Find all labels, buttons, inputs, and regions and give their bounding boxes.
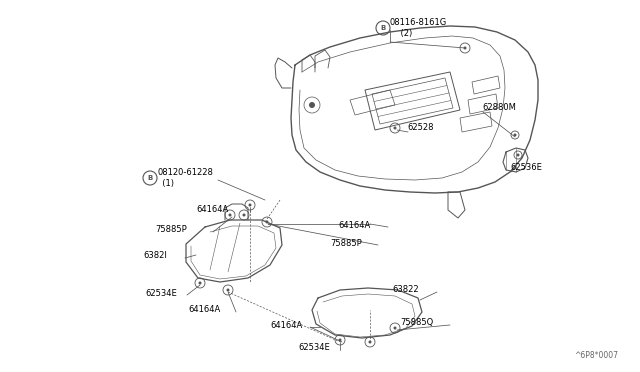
Text: 75885P: 75885P xyxy=(330,238,362,247)
Text: 62536E: 62536E xyxy=(510,164,542,173)
Text: 62528: 62528 xyxy=(407,124,433,132)
Text: 08116-8161G
    (2): 08116-8161G (2) xyxy=(390,18,447,38)
Circle shape xyxy=(513,134,516,137)
Text: 64164A: 64164A xyxy=(196,205,228,215)
Text: B: B xyxy=(147,175,152,181)
Circle shape xyxy=(228,214,232,217)
Text: 6382I: 6382I xyxy=(143,250,167,260)
Text: 64164A: 64164A xyxy=(270,321,302,330)
Text: 62534E: 62534E xyxy=(145,289,177,298)
Text: 63822: 63822 xyxy=(392,285,419,295)
Text: 75885P: 75885P xyxy=(155,225,187,234)
Text: 64164A: 64164A xyxy=(188,305,220,314)
Circle shape xyxy=(227,289,230,292)
Text: 75885Q: 75885Q xyxy=(400,318,433,327)
Circle shape xyxy=(309,102,315,108)
Text: ^6P8*0007: ^6P8*0007 xyxy=(574,351,618,360)
Circle shape xyxy=(339,339,342,341)
Circle shape xyxy=(394,126,397,129)
Circle shape xyxy=(516,154,520,157)
Circle shape xyxy=(243,214,246,217)
Circle shape xyxy=(266,221,269,224)
Circle shape xyxy=(463,46,467,49)
Text: 62534E: 62534E xyxy=(298,343,330,353)
Text: 62880M: 62880M xyxy=(482,103,516,112)
Text: 64164A: 64164A xyxy=(338,221,371,230)
Circle shape xyxy=(198,282,202,285)
Circle shape xyxy=(248,203,252,206)
Circle shape xyxy=(394,327,397,330)
Circle shape xyxy=(369,340,371,343)
Text: B: B xyxy=(380,25,386,31)
Text: 08120-61228
  (1): 08120-61228 (1) xyxy=(157,168,213,188)
